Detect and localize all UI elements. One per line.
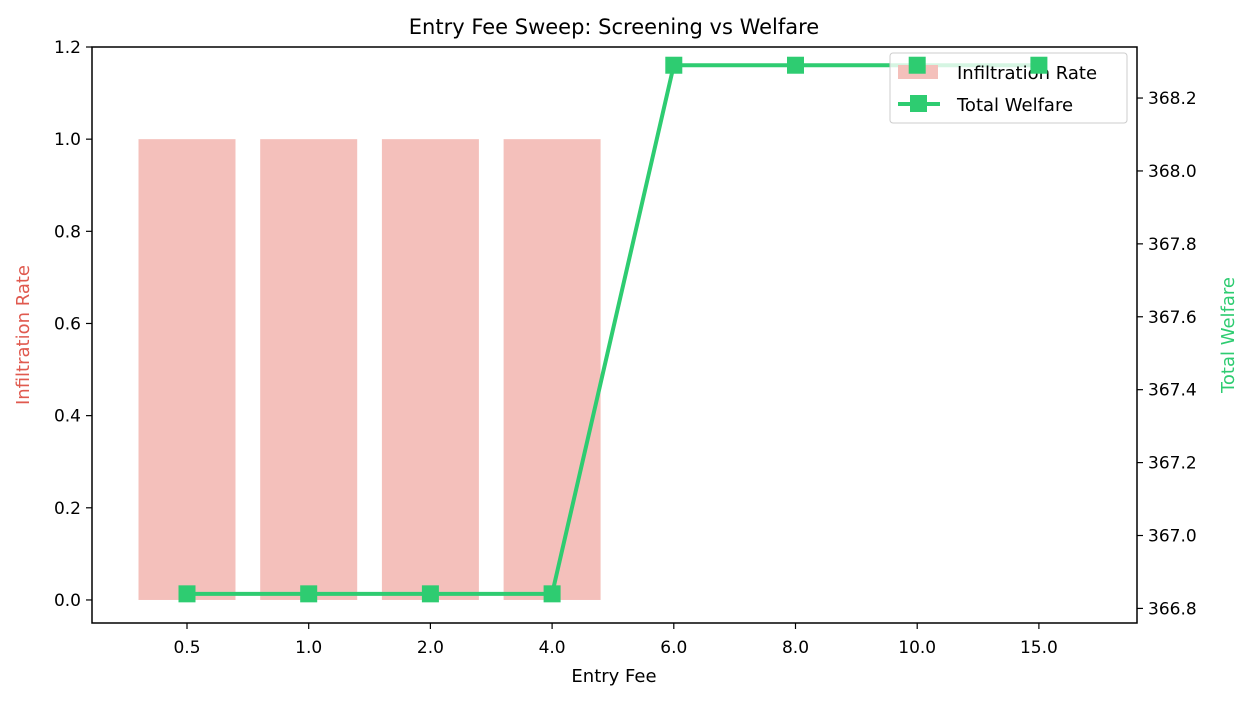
left-tick-label: 1.0 [54, 130, 81, 150]
x-tick-label: 8.0 [782, 638, 809, 658]
welfare-marker-6-0 [665, 56, 683, 74]
x-axis: 0.5 1.0 2.0 4.0 6.0 8.0 10.0 15.0 [173, 623, 1058, 658]
right-tick-label: 367.4 [1148, 381, 1197, 401]
left-tick-label: 1.2 [54, 38, 81, 58]
chart-title: Entry Fee Sweep: Screening vs Welfare [409, 15, 819, 39]
x-tick-label: 15.0 [1020, 638, 1058, 658]
x-tick-label: 0.5 [173, 638, 200, 658]
welfare-marker-15-0 [1030, 56, 1048, 74]
left-tick-label: 0.4 [54, 407, 81, 427]
welfare-marker-10-0 [908, 56, 926, 74]
bars-layer [138, 139, 601, 600]
right-tick-label: 367.8 [1148, 235, 1197, 255]
welfare-marker-0-5 [178, 585, 196, 603]
bar-2-0 [381, 139, 479, 600]
welfare-marker-8-0 [787, 56, 804, 74]
legend-box [889, 52, 1128, 124]
left-tick-label: 0.6 [54, 314, 81, 334]
left-tick-label: 0.0 [54, 591, 81, 611]
x-tick-label: 6.0 [660, 638, 687, 658]
right-tick-label: 368.2 [1148, 89, 1197, 109]
bar-4-0 [503, 139, 601, 600]
x-axis-label: Entry Fee [571, 666, 656, 687]
right-tick-label: 366.8 [1148, 599, 1197, 619]
legend-label-infiltration-rate: Infiltration Rate [957, 63, 1097, 84]
x-tick-label: 2.0 [417, 638, 444, 658]
legend-label-total-welfare: Total Welfare [956, 95, 1073, 116]
left-tick-label: 0.8 [54, 222, 81, 242]
right-tick-label: 368.0 [1148, 162, 1197, 182]
left-tick-label: 0.2 [54, 499, 81, 519]
x-tick-label: 10.0 [898, 638, 936, 658]
right-tick-label: 367.0 [1148, 527, 1197, 547]
right-axis-label: Total Welfare [1218, 277, 1239, 394]
bar-1-0 [260, 139, 358, 600]
legend: Infiltration Rate Total Welfare [889, 52, 1128, 124]
right-axis: 366.8 367.0 367.2 367.4 367.6 367.8 368.0 368.2 [1137, 89, 1197, 619]
x-tick-label: 4.0 [539, 638, 566, 658]
right-tick-label: 367.2 [1148, 454, 1197, 474]
x-tick-label: 1.0 [295, 638, 322, 658]
right-tick-label: 367.6 [1148, 308, 1197, 328]
welfare-marker-2-0 [421, 585, 439, 603]
legend-swatch-total-welfare-marker [910, 95, 927, 112]
marker-layer [178, 56, 1048, 603]
welfare-marker-1-0 [300, 585, 318, 603]
plot-frame [91, 46, 1138, 624]
left-axis: 0.0 0.2 0.4 0.6 0.8 1.0 1.2 [54, 38, 92, 611]
welfare-marker-4-0 [543, 585, 561, 603]
bar-0-5 [138, 139, 236, 600]
left-axis-label: Infiltration Rate [13, 265, 34, 405]
